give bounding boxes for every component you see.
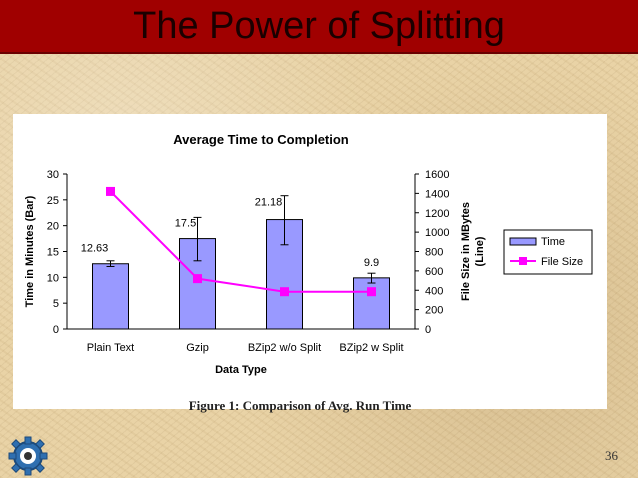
y2-tick-label: 800 xyxy=(425,247,443,259)
legend-box xyxy=(503,229,593,275)
y2-tick-label: 600 xyxy=(425,266,443,278)
title-bar xyxy=(0,0,638,54)
y2-tick-label: 0 xyxy=(425,324,431,336)
y-tick-label: 5 xyxy=(53,298,59,310)
y2-tick-label: 1000 xyxy=(425,227,449,239)
y2-axis-title: File Size in MBytes xyxy=(460,202,472,301)
y-axis-title: Time in Minutes (Bar) xyxy=(24,195,36,307)
legend-swatch-time xyxy=(509,237,537,246)
y2-axis-title-unit: (Line) xyxy=(474,236,486,266)
y-tick-label: 20 xyxy=(47,221,59,233)
x-tick-label: Gzip xyxy=(186,342,209,354)
y2-tick-label: 1600 xyxy=(425,169,449,181)
legend-label-file-size: File Size xyxy=(541,256,583,268)
chart-card: Average Time to Completion 0 5 10 15 20 25 30 0 2… xyxy=(13,114,607,409)
slide-title: The Power of Splitting xyxy=(133,5,505,47)
file-size-point xyxy=(193,274,202,284)
figure-caption: Figure 1: Comparison of Avg. Run Time xyxy=(188,398,412,413)
y-tick-label: 15 xyxy=(47,247,59,259)
file-size-point xyxy=(280,287,289,297)
x-tick-label: Plain Text xyxy=(87,342,135,354)
legend-label-time: Time xyxy=(541,236,565,248)
bar-data-label: 21.18 xyxy=(255,197,283,209)
bar-data-label: 17.5 xyxy=(175,218,196,230)
y2-tick-label: 200 xyxy=(425,305,443,317)
file-size-line xyxy=(109,190,372,293)
bar-3 xyxy=(353,277,390,330)
gear-logo-icon xyxy=(8,436,48,476)
x-tick-label: BZip2 w Split xyxy=(339,342,403,354)
bar-0 xyxy=(92,263,129,330)
y-tick-label: 10 xyxy=(47,272,59,284)
bar-data-label: 12.63 xyxy=(81,243,109,255)
legend-marker-file-size xyxy=(519,257,527,265)
y-tick-label: 25 xyxy=(47,195,59,207)
file-size-point xyxy=(106,186,115,196)
bar-data-label: 9.9 xyxy=(364,257,379,269)
y2-tick-label: 1400 xyxy=(425,188,449,200)
chart-title: Average Time to Completion xyxy=(173,132,349,147)
y-tick-label: 0 xyxy=(53,324,59,336)
x-tick-label: BZip2 w/o Split xyxy=(248,342,321,354)
y2-tick-label: 1200 xyxy=(425,208,449,220)
file-size-point xyxy=(367,287,376,297)
y-tick-label: 30 xyxy=(47,169,59,181)
chart-svg: Average Time to Completion 0 5 10 15 20 25 30 0 2… xyxy=(24,132,593,376)
x-axis-title: Data Type xyxy=(215,364,267,376)
page-number: 36 xyxy=(605,448,618,463)
y2-tick-label: 400 xyxy=(425,285,443,297)
